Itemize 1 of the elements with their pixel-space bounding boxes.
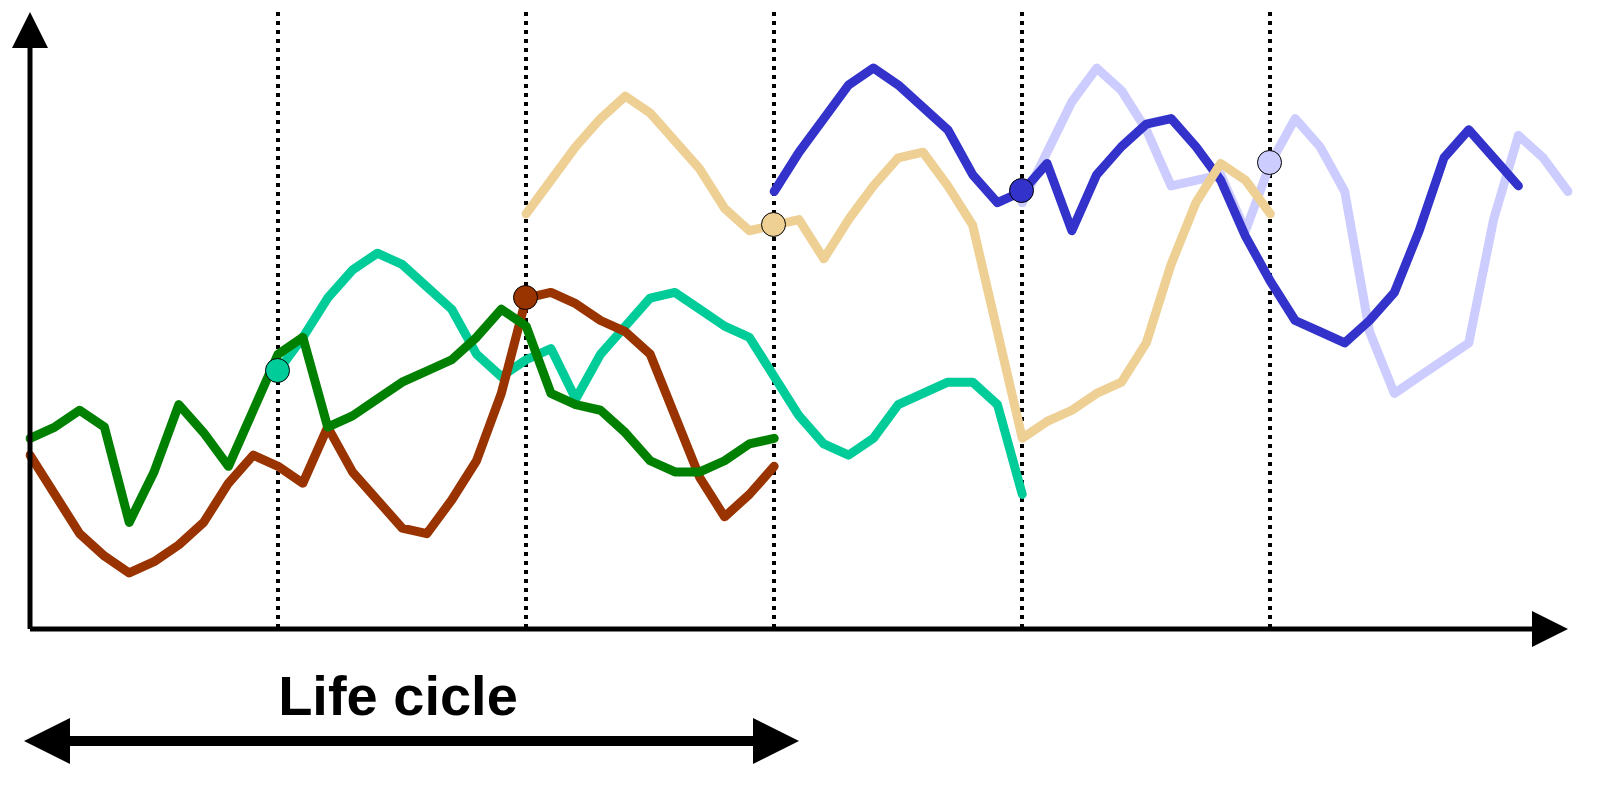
- text: Life cicle: [277, 663, 519, 728]
